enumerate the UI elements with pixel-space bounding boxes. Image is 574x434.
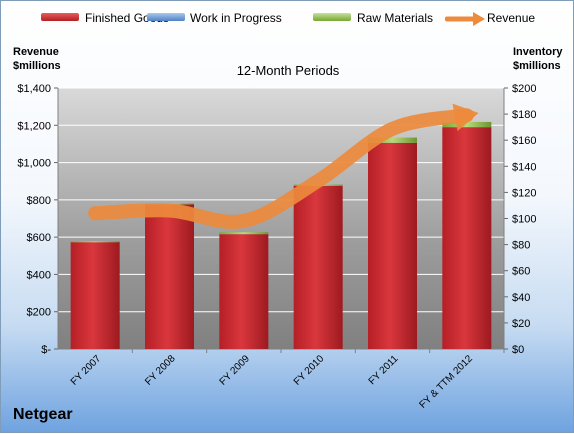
x-axis-tick-label: FY 2010 — [292, 353, 327, 388]
left-axis-title-line1: Revenue — [13, 46, 59, 58]
bar-finished-goods — [219, 234, 269, 349]
legend-label-work-in-progress: Work in Progress — [190, 11, 282, 25]
plot-area — [57, 87, 505, 350]
left-axis-tick-label: $1,000 — [17, 158, 51, 170]
bar-finished-goods — [293, 185, 343, 349]
legend-label-raw-materials: Raw Materials — [357, 11, 434, 25]
x-axis-tick-label: FY 2008 — [143, 353, 178, 388]
right-axis-tick-label: $0 — [512, 344, 524, 356]
bar-finished-goods — [442, 127, 492, 350]
right-axis-tick-label: $140 — [512, 161, 536, 173]
left-axis-tick-label: $600 — [27, 232, 51, 244]
right-axis-tick-label: $60 — [512, 266, 530, 278]
x-axis-tick-label: FY 2007 — [69, 353, 104, 388]
brand-label: Netgear — [13, 406, 73, 423]
legend-revenue-arrow-icon — [445, 12, 485, 26]
bar-raw-materials — [368, 137, 417, 143]
right-axis-tick-label: $20 — [512, 318, 530, 330]
legend-label-revenue: Revenue — [487, 11, 536, 25]
right-axis-tick-label: $180 — [512, 109, 536, 121]
right-axis-title-line2: $millions — [513, 60, 561, 72]
left-axis-tick-label: $1,200 — [17, 120, 51, 132]
left-axis-title-line2: $millions — [13, 60, 61, 72]
legend-swatch-work-in-progress — [147, 13, 185, 21]
right-axis-tick-label: $100 — [512, 214, 536, 226]
left-axis-tick-label: $- — [41, 344, 51, 356]
bar-raw-materials — [70, 241, 120, 243]
left-axis-tick-label: $200 — [27, 307, 51, 319]
bar-finished-goods — [70, 241, 120, 349]
revenue-arrowhead — [452, 103, 479, 132]
left-axis-title: Revenue $millions — [13, 45, 61, 73]
left-axis-tick-label: $1,400 — [17, 83, 51, 95]
left-axis-tick-label: $400 — [27, 269, 51, 281]
right-axis-tick-label: $120 — [512, 187, 536, 199]
bar-finished-goods — [368, 142, 417, 349]
right-axis-tick-label: $80 — [512, 240, 530, 252]
right-axis-tick-label: $160 — [512, 135, 536, 147]
right-axis-tick-label: $200 — [512, 83, 536, 95]
legend: Finished Goods Work in Progress Raw Mate… — [1, 7, 574, 29]
right-axis-tick-label: $40 — [512, 292, 530, 304]
revenue-line — [88, 108, 474, 229]
x-axis-tick-label: FY 2009 — [218, 353, 253, 388]
right-axis-title: Inventory $millions — [513, 45, 563, 73]
right-axis-title-line1: Inventory — [513, 46, 563, 58]
x-axis-tick-label: FY & TTM 2012 — [418, 353, 476, 411]
bar-raw-materials — [219, 232, 269, 235]
bar-raw-materials — [442, 121, 492, 128]
left-axis-tick-label: $800 — [27, 195, 51, 207]
bar-finished-goods — [145, 204, 194, 349]
chart-title: 12-Month Periods — [236, 63, 340, 78]
x-axis-tick-label: FY 2011 — [367, 353, 401, 387]
legend-swatch-raw-materials — [313, 13, 351, 21]
legend-swatch-finished-goods — [41, 13, 79, 21]
